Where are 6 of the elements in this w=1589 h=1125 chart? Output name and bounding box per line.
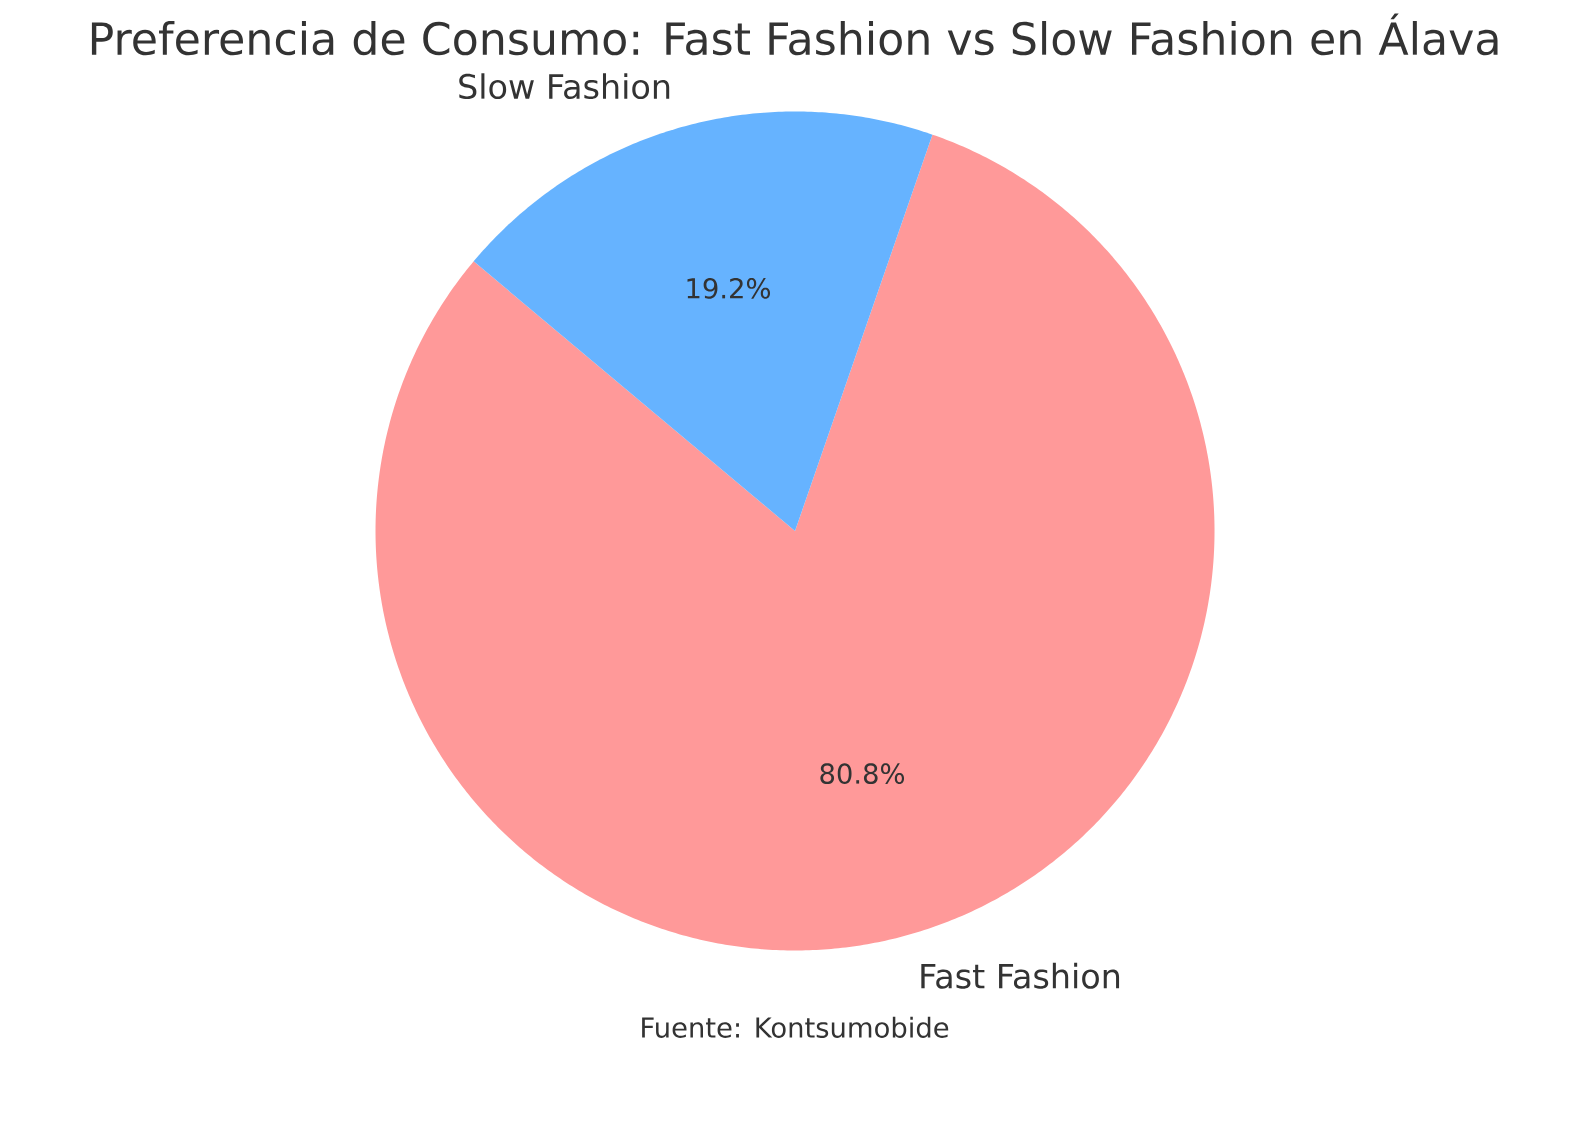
slice-label: Slow Fashion <box>459 73 670 100</box>
data-label: 80.8% <box>820 763 905 784</box>
slice-label: Fast Fashion <box>921 962 1120 989</box>
data-label: 19.2% <box>687 278 770 299</box>
source-note: Fuente: Kontsumobide <box>642 1016 949 1038</box>
chart-title: Preferencia de Consumo: Fast Fashion vs Slow Fashion en Álava <box>91 13 1498 56</box>
